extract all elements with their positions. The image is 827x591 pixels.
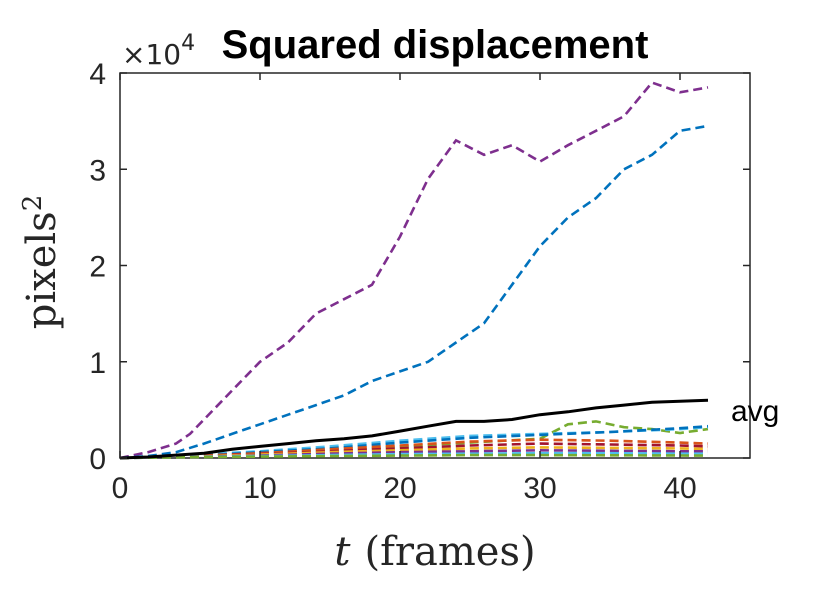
chart-title: Squared displacement [222, 23, 649, 67]
series-avg-line [119, 398, 709, 460]
y-tick-label: 3 [89, 154, 106, 187]
y-multiplier: ×104 [122, 31, 195, 71]
x-tick-label: 40 [663, 472, 696, 505]
ticks-group: 0 10 20 30 40 0 1 2 3 4 [89, 58, 750, 505]
x-tick-label: 20 [383, 472, 416, 505]
y-tick-label: 1 [89, 347, 106, 380]
avg-annotation: avg [731, 395, 779, 428]
series-group [119, 81, 709, 460]
y-tick-label: 0 [89, 443, 106, 476]
y-axis-label: pixels2 [18, 195, 65, 330]
series-line-1 [119, 124, 709, 460]
x-tick-label: 0 [112, 472, 129, 505]
y-tick-label: 2 [89, 251, 106, 284]
plot-area-frame [119, 72, 751, 459]
series-line-0 [119, 81, 709, 460]
x-tick-label: 30 [523, 472, 556, 505]
x-axis-label: t (frames) [334, 529, 535, 575]
y-tick-label: 4 [89, 58, 106, 91]
x-tick-label: 10 [243, 472, 276, 505]
series-line-10 [119, 453, 709, 460]
